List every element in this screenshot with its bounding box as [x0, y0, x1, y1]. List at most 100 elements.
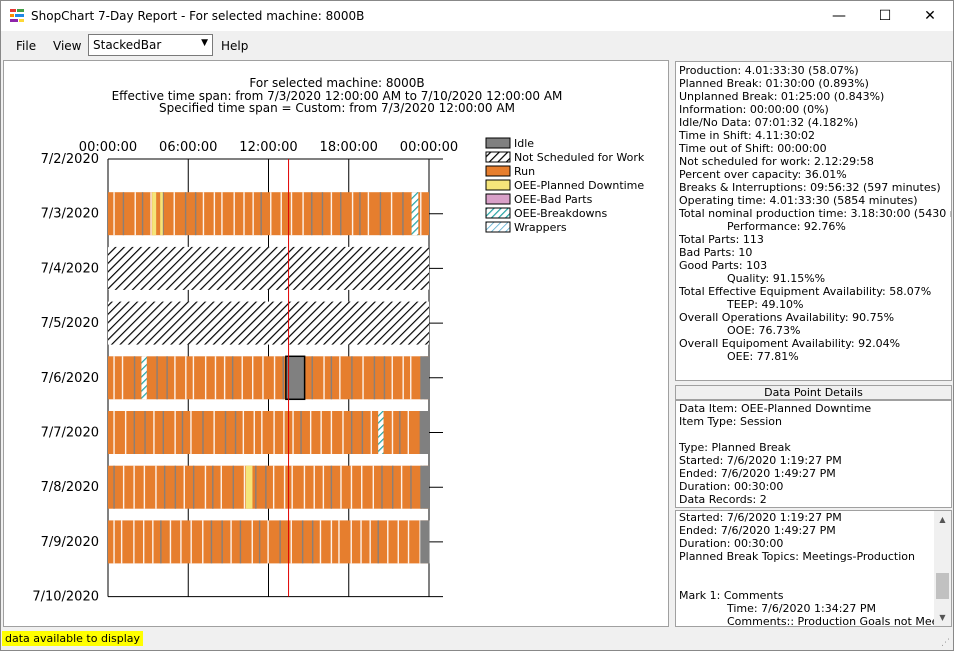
bar-interruption — [213, 192, 216, 236]
bar-interruption — [192, 356, 195, 400]
bar-interruption — [144, 411, 146, 454]
bar-interruption — [241, 356, 243, 400]
stat-line: Total Effective Equipment Availability: … — [679, 285, 932, 298]
comment-line: Started: 7/6/2020 1:19:27 PM — [679, 511, 842, 524]
bar-interruption — [113, 356, 115, 400]
comment-line — [679, 563, 948, 576]
bar-interruption — [113, 520, 115, 564]
bar-run — [108, 411, 429, 454]
stat-line: Planned Break: 01:30:00 (0.893%) — [679, 77, 869, 90]
bar-interruption — [283, 411, 285, 454]
y-tick-label: 7/3/2020 — [41, 207, 99, 222]
bar-interruption — [134, 192, 136, 236]
comments-scrollbar[interactable]: ▲ ▼ — [934, 511, 951, 626]
bar-interruption — [267, 520, 269, 564]
bar-interruption — [311, 356, 313, 400]
x-tick-label: 00:00:00 — [79, 140, 137, 155]
bar-interruption — [391, 356, 393, 400]
bar-interruption — [300, 411, 302, 454]
bar-interruption — [273, 411, 275, 454]
comment-line: Ended: 7/6/2020 1:49:27 PM — [679, 524, 836, 537]
bar-interruption — [183, 465, 185, 509]
bar-interruption — [262, 356, 264, 400]
bar-interruption — [309, 411, 312, 454]
legend-swatch — [485, 221, 511, 233]
y-tick-label: 7/5/2020 — [41, 316, 99, 331]
bar-interruption — [402, 356, 404, 400]
window-title: ShopChart 7-Day Report - For selected ma… — [31, 9, 365, 23]
bar-interruption — [373, 356, 376, 400]
bar-planned-downtime — [152, 192, 157, 236]
plot-layer: 7/2/2020 7/3/2020 7/4/2020 7/5/2020 7/6/2020… — [32, 140, 458, 605]
chart-pane[interactable]: For selected machine: 8000B Effective ti… — [3, 60, 669, 627]
close-button[interactable]: ✕ — [924, 8, 936, 24]
bar-interruption — [292, 411, 294, 454]
stat-line: Production: 4.01:33:30 (58.07%) — [679, 64, 859, 77]
bar-interruption — [239, 520, 242, 564]
menu-help[interactable]: Help — [221, 39, 249, 53]
scroll-thumb[interactable] — [936, 573, 949, 599]
status-text: data available to display — [2, 631, 144, 646]
menu-file[interactable]: File — [16, 39, 37, 53]
view-dropdown[interactable]: StackedBar ▼ — [88, 34, 213, 56]
bar-interruption — [194, 192, 197, 236]
bar-interruption — [234, 411, 237, 454]
bar-interruption — [377, 520, 379, 564]
bar-interruption — [224, 411, 227, 454]
bar-interruption — [360, 520, 362, 564]
scroll-up-icon[interactable]: ▲ — [939, 515, 946, 524]
stat-line: Unplanned Break: 01:25:00 (0.843%) — [679, 90, 885, 103]
bar-interruption — [204, 465, 207, 509]
legend-label: OEE-Breakdowns — [514, 207, 608, 220]
bar-interruption — [350, 465, 353, 509]
minimize-button[interactable]: — — [832, 8, 846, 24]
details-pane[interactable]: Data Item: OEE-Planned Downtime Item Type… — [675, 400, 952, 508]
bar-interruption — [290, 192, 293, 236]
bar-interruption — [319, 520, 322, 564]
bar-idle-selected — [285, 355, 306, 401]
menu-view[interactable]: View — [53, 39, 82, 53]
bar-interruption — [113, 465, 115, 509]
bar-interruption — [350, 411, 353, 454]
bar-interruption — [202, 411, 204, 454]
bar-interruption — [381, 465, 383, 509]
statistics-pane[interactable]: Production: 4.01:33:30 (58.07%) Planned B… — [675, 61, 952, 381]
bar-interruption — [383, 356, 386, 400]
x-tick-label: 12:00:00 — [239, 140, 297, 155]
scroll-down-icon[interactable]: ▼ — [939, 613, 946, 622]
bar-interruption — [122, 192, 125, 236]
bar-interruption — [410, 465, 412, 509]
y-tick-label: 7/9/2020 — [41, 535, 99, 550]
comments-pane[interactable]: Started: 7/6/2020 1:19:27 PM Ended: 7/6/2… — [675, 510, 952, 627]
bar-idle — [420, 356, 429, 400]
bar-interruption — [330, 192, 333, 236]
bar-interruption — [407, 520, 410, 564]
bar-interruption — [301, 520, 304, 564]
bar-interruption — [243, 465, 246, 509]
maximize-button[interactable]: ☐ — [878, 8, 892, 24]
resize-grip-icon[interactable]: ⋰ — [941, 638, 950, 648]
bar-interruption — [166, 356, 168, 400]
legend-swatch — [485, 151, 511, 163]
bar-interruption — [220, 465, 222, 509]
bar-interruption — [233, 192, 235, 236]
bar-interruption — [174, 356, 176, 400]
bar-interruption — [142, 520, 145, 564]
comment-line: Duration: 00:30:00 — [679, 537, 784, 550]
bar-interruption — [339, 356, 341, 400]
stat-line: Idle/No Data: 07:01:32 (4.182%) — [679, 116, 859, 129]
comment-line: Mark 1: Comments — [679, 589, 784, 602]
details-header: Data Point Details — [675, 385, 952, 400]
x-tick-label: 18:00:00 — [320, 140, 378, 155]
bar-interruption — [320, 411, 322, 454]
bar-interruption — [323, 356, 325, 400]
timeline-chart[interactable]: 7/2/2020 7/3/2020 7/4/2020 7/5/2020 7/6/2020… — [4, 61, 668, 626]
comment-line: Planned Break Topics: Meetings-Productio… — [679, 550, 915, 563]
stat-line: Information: 00:00:00 (0%) — [679, 103, 829, 116]
bar-interruption — [243, 192, 245, 236]
bar-interruption — [192, 465, 195, 509]
detail-line — [679, 428, 948, 441]
bar-interruption — [143, 465, 146, 509]
stat-line: TEEP: 49.10% — [727, 298, 804, 311]
